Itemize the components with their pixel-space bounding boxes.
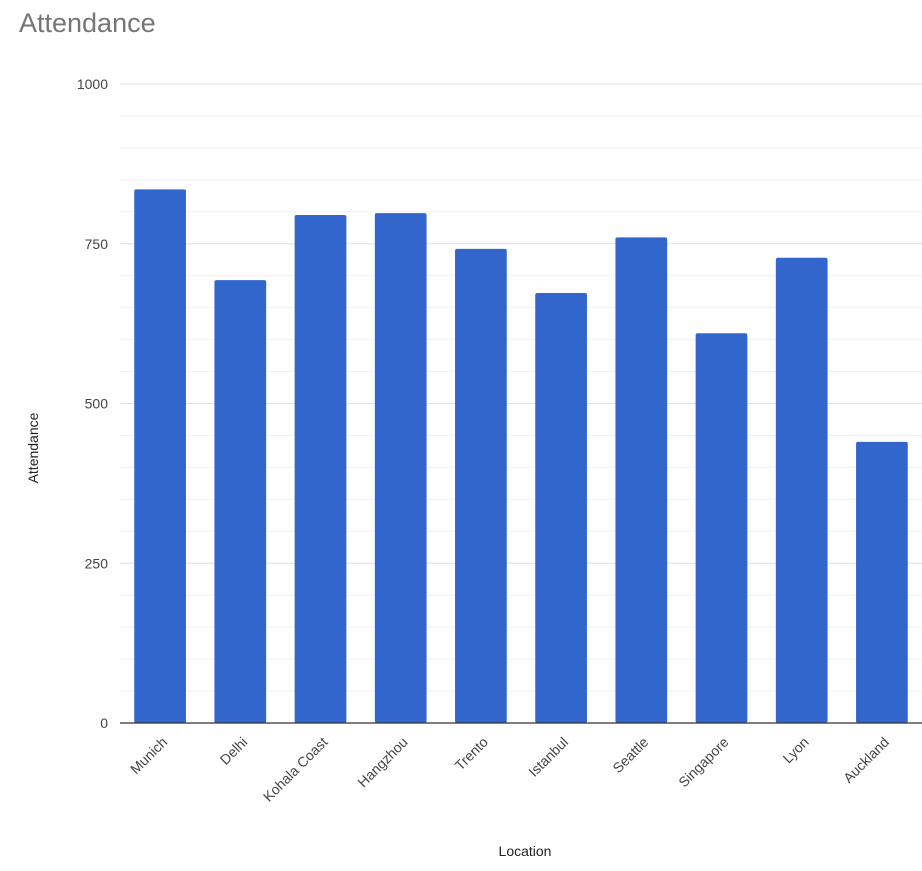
- y-tick-label: 1000: [77, 76, 108, 92]
- y-tick-label: 0: [100, 715, 108, 731]
- x-tick-label: Munich: [127, 734, 170, 777]
- x-tick-label: Singapore: [675, 734, 732, 791]
- y-tick-label: 750: [85, 236, 109, 252]
- x-tick-label: Trento: [451, 734, 491, 774]
- x-tick-label: Kohala Coast: [260, 734, 331, 805]
- x-axis-title: Location: [498, 843, 552, 859]
- x-tick-label: Lyon: [779, 734, 811, 766]
- bar: [615, 237, 668, 724]
- chart-title: Attendance: [19, 8, 156, 38]
- bar: [775, 257, 828, 723]
- bar: [374, 213, 427, 723]
- x-tick-label: Hangzhou: [354, 734, 410, 790]
- x-tick-label: Istanbul: [525, 734, 571, 780]
- bar: [856, 441, 908, 723]
- x-tick-label: Seattle: [609, 734, 651, 776]
- y-tick-label: 500: [85, 396, 109, 412]
- x-tick-label: Delhi: [217, 734, 251, 768]
- bar: [294, 214, 347, 723]
- y-tick-label: 250: [85, 555, 109, 571]
- bar: [455, 248, 507, 723]
- y-tick-labels: 0 250 500 750 1000: [77, 76, 108, 731]
- bar: [695, 333, 748, 723]
- bar: [535, 292, 587, 723]
- x-tick-label: Auckland: [840, 734, 892, 786]
- bar: [134, 189, 186, 723]
- bar: [214, 280, 267, 723]
- x-tick-labels: Munich Delhi Kohala Coast Hangzhou Trento Ist…: [127, 734, 892, 805]
- bars: [134, 189, 908, 724]
